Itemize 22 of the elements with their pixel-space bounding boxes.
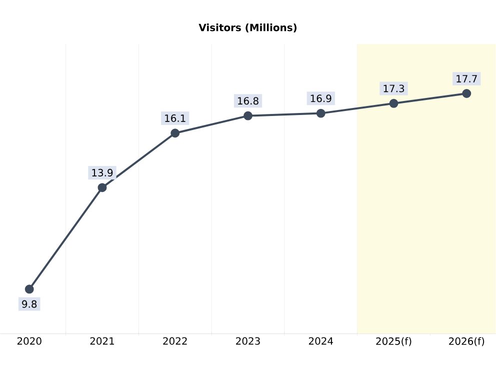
point <box>244 111 252 120</box>
data-label: 9.8 <box>22 300 37 308</box>
data-label: 13.9 <box>92 169 113 177</box>
data-label: 16.9 <box>310 94 332 102</box>
point <box>462 89 472 98</box>
x-tick-label: 2025(f) <box>376 337 412 346</box>
point <box>316 108 326 118</box>
data-label: 17.3 <box>384 84 404 92</box>
data-label: 16.8 <box>238 97 258 105</box>
data-label: 17.7 <box>456 75 477 82</box>
x-tick-label: 2026(f) <box>449 337 484 346</box>
point <box>24 284 34 294</box>
data-label: 16.1 <box>165 114 186 122</box>
chart-title: Visitors (Millions) <box>198 24 296 33</box>
point <box>170 128 180 138</box>
point <box>98 183 107 192</box>
x-tick-label: 2024 <box>308 337 333 345</box>
point <box>389 99 398 108</box>
x-tick-label: 2023 <box>236 337 260 345</box>
x-tick-label: 2021 <box>90 337 114 345</box>
x-tick-label: 2022 <box>163 337 187 345</box>
x-tick-label: 2020 <box>17 337 42 345</box>
